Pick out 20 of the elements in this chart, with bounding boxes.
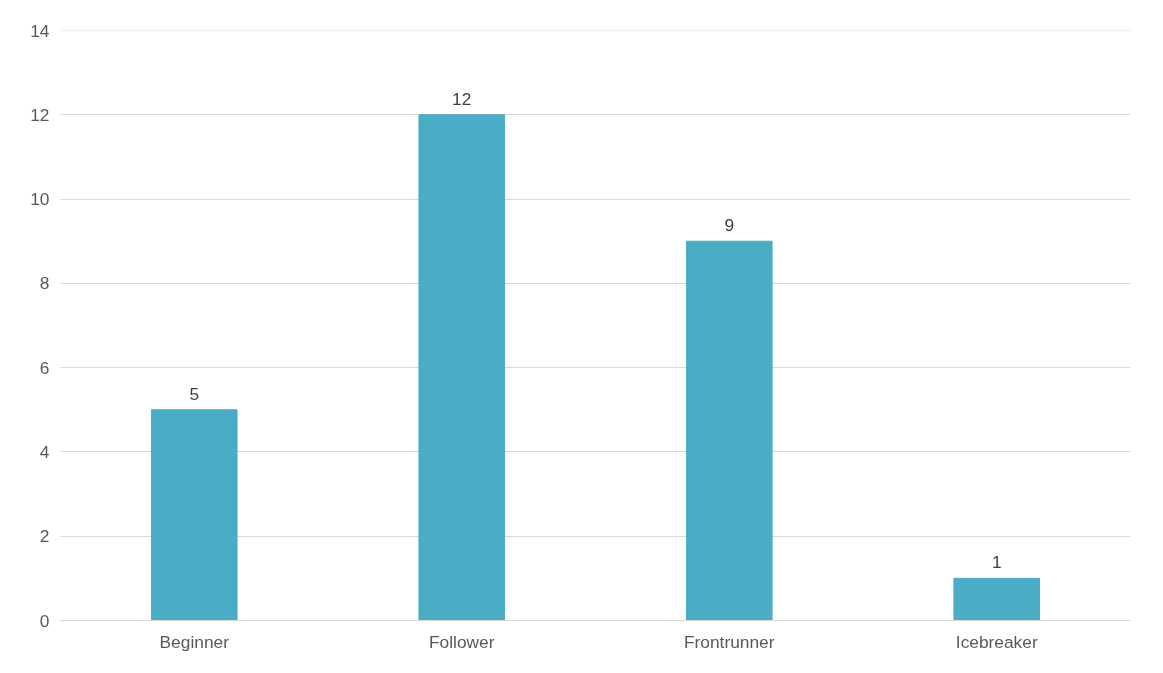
- y-tick-label: 0: [39, 610, 50, 631]
- bar: [685, 240, 773, 621]
- y-tick-label: 2: [39, 526, 50, 547]
- y-tick-label: 14: [30, 20, 50, 41]
- x-tick-label: Icebreaker: [955, 631, 1038, 652]
- x-tick-label: Beginner: [159, 631, 230, 652]
- y-tick-label: 10: [30, 189, 50, 210]
- data-label: 12: [452, 88, 472, 109]
- bar: [418, 114, 506, 621]
- y-tick-label: 8: [39, 273, 50, 294]
- bar: [953, 577, 1041, 621]
- y-tick-label: 12: [30, 104, 50, 125]
- x-tick-label: Follower: [429, 631, 495, 652]
- data-label: 9: [724, 215, 735, 236]
- y-tick-label: 6: [39, 357, 50, 378]
- data-label: 5: [189, 383, 200, 404]
- bar: [150, 409, 238, 621]
- x-tick-label: Frontrunner: [683, 631, 775, 652]
- y-tick-label: 4: [39, 441, 50, 462]
- data-label: 1: [991, 552, 1002, 573]
